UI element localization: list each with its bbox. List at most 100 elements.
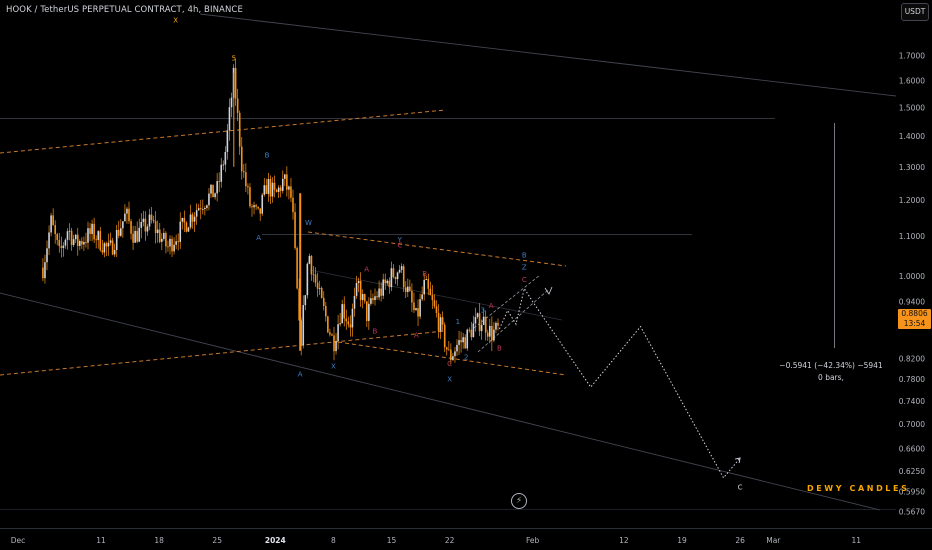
currency-button[interactable]: USDT bbox=[901, 3, 929, 21]
candle-body bbox=[212, 184, 214, 198]
channel-upper bbox=[0, 109, 446, 154]
price-tick-label: 0.8200 bbox=[899, 354, 925, 363]
candle-body bbox=[343, 304, 346, 319]
candle-body bbox=[366, 301, 368, 321]
candle-body bbox=[421, 294, 423, 300]
candle-body bbox=[329, 332, 331, 335]
time-tick-label: Feb bbox=[526, 536, 540, 545]
candle-body bbox=[113, 250, 116, 255]
candle-body bbox=[74, 234, 77, 240]
candle-body bbox=[107, 242, 110, 247]
trend-line-bottom bbox=[0, 292, 881, 511]
price-tick-label: 0.5950 bbox=[899, 488, 925, 497]
candle-body bbox=[220, 164, 223, 182]
candle-body bbox=[474, 317, 477, 324]
candle-body bbox=[308, 256, 311, 264]
candle-body bbox=[431, 295, 434, 301]
candle-body bbox=[489, 325, 491, 337]
chart-title: HOOK / TetherUS PERPETUAL CONTRACT, 4h, … bbox=[6, 5, 243, 15]
candle-body bbox=[320, 288, 323, 298]
measure-readout: −0.5941 (−42.34%) −5941 0 bars, bbox=[766, 360, 896, 384]
candle-body bbox=[355, 283, 358, 296]
candle-body bbox=[117, 229, 120, 236]
wave-label: C bbox=[522, 276, 527, 284]
candle-body bbox=[472, 323, 475, 338]
time-tick-label: Dec bbox=[11, 536, 26, 545]
candle-body bbox=[376, 296, 378, 298]
candle-body bbox=[58, 239, 61, 247]
flash-icon[interactable]: ⚡ bbox=[511, 493, 527, 509]
candle-body bbox=[333, 335, 335, 352]
candle-body bbox=[230, 97, 233, 108]
candle-body bbox=[208, 193, 210, 206]
candles bbox=[42, 58, 499, 365]
candle-body bbox=[275, 189, 278, 192]
wave-label: Y bbox=[397, 236, 403, 244]
candle-body bbox=[312, 274, 315, 276]
candle-body bbox=[392, 268, 395, 278]
candle-body bbox=[415, 308, 417, 311]
candle-body bbox=[224, 151, 227, 165]
candle-body bbox=[382, 279, 384, 296]
candle-body bbox=[236, 98, 239, 113]
candle-body bbox=[423, 279, 425, 295]
price-tick-label: 1.6000 bbox=[899, 77, 925, 86]
candle-body bbox=[83, 241, 85, 245]
candle-body bbox=[402, 266, 405, 288]
candle-body bbox=[331, 334, 333, 336]
candle-body bbox=[353, 295, 356, 309]
candle-body bbox=[150, 214, 153, 221]
wave-label: A bbox=[489, 302, 494, 310]
candle-body bbox=[187, 227, 190, 232]
measure-bars: 0 bars, bbox=[818, 373, 844, 382]
candle-body bbox=[105, 243, 108, 247]
candle-body bbox=[54, 225, 56, 235]
price-tick-label: 0.6600 bbox=[899, 444, 925, 453]
candle-body bbox=[404, 287, 407, 292]
wave-label: A bbox=[256, 234, 261, 242]
time-tick-label: 11 bbox=[852, 536, 862, 545]
wave-label: X bbox=[173, 16, 178, 24]
candle-body bbox=[218, 181, 220, 182]
candle-body bbox=[210, 184, 212, 194]
candle-body bbox=[161, 238, 163, 242]
price-tick-label: 0.6250 bbox=[899, 467, 925, 476]
candle-body bbox=[89, 228, 91, 234]
minor-wedge-lower bbox=[477, 289, 549, 353]
candle-body bbox=[433, 300, 436, 307]
candle-body bbox=[191, 214, 194, 222]
wave-label: A bbox=[364, 266, 369, 274]
candle-body bbox=[52, 215, 54, 226]
candle-body bbox=[136, 230, 138, 242]
candle-body bbox=[281, 178, 284, 191]
candle-body bbox=[87, 228, 89, 243]
time-tick-label: 25 bbox=[212, 536, 222, 545]
wave-label: 5 bbox=[232, 54, 236, 62]
candle-body bbox=[152, 220, 155, 222]
candle-body bbox=[337, 324, 339, 341]
bar-countdown: 13:54 bbox=[903, 319, 926, 328]
candle-body bbox=[179, 221, 182, 242]
candle-body bbox=[138, 227, 141, 242]
candle-body bbox=[97, 231, 100, 241]
candle-body bbox=[325, 306, 327, 317]
candle-body bbox=[44, 262, 46, 279]
candle-body bbox=[310, 256, 313, 275]
price-tick-label: 0.7400 bbox=[899, 397, 925, 406]
candle-body bbox=[294, 212, 296, 248]
candle-body bbox=[126, 208, 128, 214]
wave-label: 3 bbox=[481, 307, 485, 315]
candle-body bbox=[238, 112, 241, 147]
candle-body bbox=[70, 230, 73, 245]
wedge-mid bbox=[309, 269, 563, 321]
candle-body bbox=[154, 221, 157, 234]
candle-body bbox=[339, 323, 341, 325]
candle-body bbox=[341, 304, 343, 324]
measure-change: −0.5941 (−42.34%) −5941 bbox=[779, 361, 883, 370]
candle-body bbox=[419, 299, 421, 317]
wave-label: B bbox=[265, 151, 270, 159]
candle-body bbox=[79, 241, 81, 246]
candle-body bbox=[279, 187, 282, 191]
candle-body bbox=[199, 208, 202, 210]
